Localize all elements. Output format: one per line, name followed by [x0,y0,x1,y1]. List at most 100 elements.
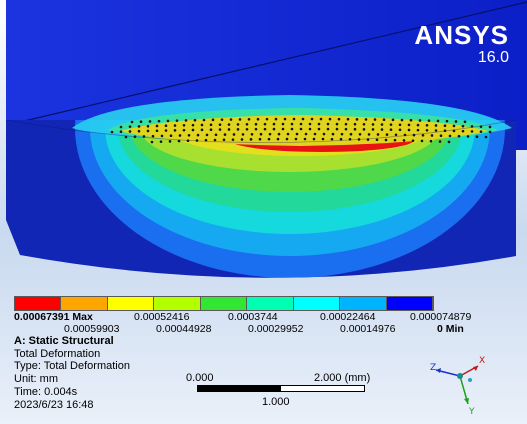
mesh-dot [484,135,488,139]
mesh-dot [229,118,233,121]
mesh-dot [241,133,245,136]
mesh-dot [326,127,330,131]
mesh-dot [344,122,348,126]
mesh-dot [258,137,262,141]
result-date: 2023/6/23 16:48 [14,399,94,411]
mesh-dot [204,138,208,142]
mesh-dot [200,128,204,132]
mesh-dot [385,133,389,136]
mesh-dot [294,137,298,141]
legend-label-top-4: 0.000074879 [410,311,472,323]
legend-swatch-1 [61,297,108,310]
mesh-dot [340,132,344,136]
mesh-dot [358,132,362,136]
mesh-dot [119,125,123,129]
mesh-dot [254,127,258,131]
mesh-dot [403,133,407,137]
mesh-dot [160,134,164,138]
mesh-dot [218,123,222,126]
mesh-dot [322,132,326,136]
mesh-dot [267,137,271,141]
mesh-dot [328,117,332,121]
mesh-dot [443,129,447,132]
x-axis-arrow [473,366,478,371]
legend-swatch-7 [340,297,387,310]
mesh-dot [295,132,299,136]
mesh-dot [407,123,411,127]
mesh-dot [339,137,343,141]
mesh-dot [308,122,312,126]
mesh-dot [448,134,452,138]
mesh-dot [420,139,424,143]
scale-end-label: 2.000 (mm) [314,372,371,384]
legend-label-top-1: 0.00052416 [134,311,190,323]
mesh-dot [182,128,186,132]
mesh-dot [272,127,276,131]
legend-label-bottom-3: 0.00029952 [248,323,304,335]
mesh-dot [200,123,204,127]
mesh-dot [124,135,128,139]
mesh-dot [326,122,330,126]
mesh-dot [308,127,312,131]
mesh-dot [259,132,263,136]
scale-bar-segment-light [281,386,364,391]
legend-swatch-4 [200,297,248,310]
mesh-dot [375,138,379,142]
mesh-dot [303,137,307,141]
mesh-dot [290,122,294,126]
mesh-dot [317,127,321,131]
mesh-dot [389,123,393,126]
triad-marker [468,378,472,382]
mesh-dot [110,130,114,134]
mesh-dot [150,140,154,144]
mesh-dot [281,122,285,126]
mesh-dot [205,133,209,137]
mesh-dot [193,118,197,122]
mesh-dot [355,118,359,121]
mesh-dot [137,125,141,128]
mesh-dot [310,117,314,121]
triad-origin [457,373,463,379]
mesh-dot [245,123,249,126]
mesh-dot [371,128,375,131]
mesh-dot [436,119,440,123]
mesh-dot [371,123,375,126]
mesh-dot [263,122,267,126]
mesh-dot [425,123,429,127]
mesh-dot [146,124,150,128]
mesh-dot [391,118,395,122]
mesh-dot [173,129,177,132]
mesh-dot [283,117,287,121]
mesh-dot [353,122,357,126]
mesh-dot [407,128,411,132]
mesh-dot [265,117,269,121]
mesh-dot [416,128,420,132]
mesh-dot [227,128,231,131]
mesh-dot [461,129,465,133]
mesh-dot [155,129,159,133]
mesh-dot [380,128,384,131]
mesh-dot [227,123,231,126]
mesh-dot [367,133,371,136]
mesh-dot [274,117,278,121]
mesh-dot [186,139,190,143]
mesh-dot [376,133,380,136]
mesh-dot [348,138,352,141]
mesh-dot [394,133,398,137]
color-legend [14,296,434,311]
mesh-dot [357,138,361,141]
mesh-dot [209,128,213,131]
mesh-dot [418,119,422,122]
legend-swatch-5 [247,297,294,310]
mesh-dot [240,138,244,141]
legend-swatch-6 [293,297,341,310]
mesh-dot [211,118,215,122]
mesh-dot [285,137,289,141]
mesh-dot [236,123,240,126]
result-unit: Unit: mm [14,373,58,385]
legend-label-bottom-2: 0.00044928 [156,323,212,335]
axis-triad[interactable]: Z X Y [424,352,494,416]
mesh-dot [312,137,316,141]
mesh-dot [366,138,370,141]
